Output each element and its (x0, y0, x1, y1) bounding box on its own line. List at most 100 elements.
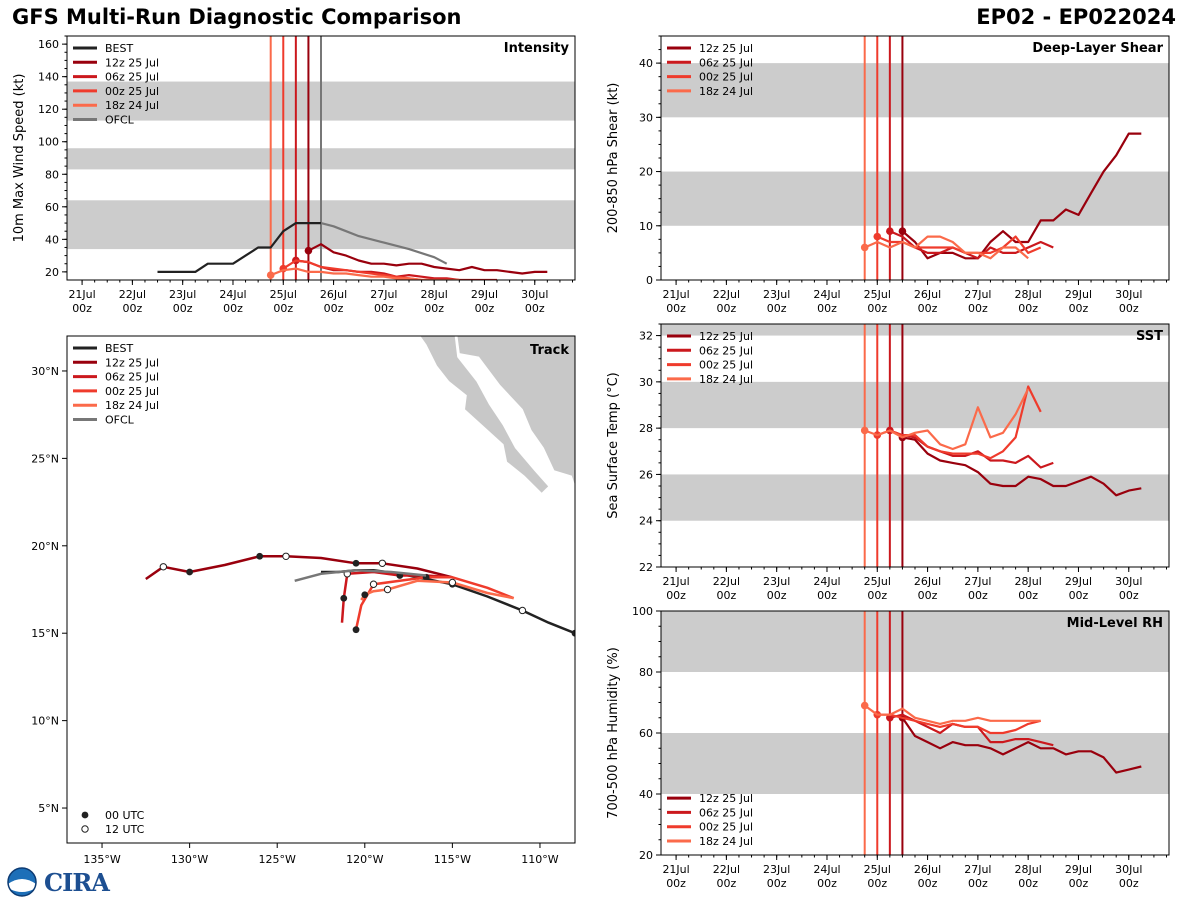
intensity-xtick-label: 00z (475, 302, 495, 315)
intensity-xtick-label: 22Jul (119, 288, 146, 301)
track-legend-label: 12z 25 Jul (105, 356, 159, 369)
track-marker-00utc (361, 591, 369, 599)
track-legend-label: OFCL (105, 414, 135, 427)
track-marker-12utc (282, 552, 290, 560)
track-legend-label: BEST (105, 342, 133, 355)
track-xtick-label: 125°W (259, 853, 296, 866)
sst-xtick-label: 00z (1069, 589, 1089, 602)
sst-ytick-label: 28 (639, 422, 653, 435)
shear-xtick-label: 00z (968, 302, 988, 315)
intensity-series-18z-24-Jul (270, 267, 460, 280)
shear-ytick-label: 20 (639, 166, 653, 179)
rh-legend-label: 18z 24 Jul (699, 835, 753, 848)
shear-xtick-label: 00z (767, 302, 787, 315)
track-marker-00utc (186, 568, 194, 576)
rh-xtick-label: 00z (817, 877, 837, 890)
intensity-xtick-label: 00z (324, 302, 344, 315)
rh-band (661, 733, 1169, 794)
sst-ytick-label: 32 (639, 330, 653, 343)
intensity-xtick-label: 00z (173, 302, 193, 315)
track-marker-00utc (340, 594, 348, 602)
track-title: Track (530, 343, 569, 358)
sst-ytick-label: 30 (639, 376, 653, 389)
intensity-legend-label: 12z 25 Jul (105, 56, 159, 69)
shear-init-point (873, 232, 882, 241)
sst-ytick-label: 24 (639, 515, 653, 528)
sst-xtick-label: 00z (918, 589, 938, 602)
sst-series-00z-25-Jul (876, 385, 1042, 460)
shear-xtick-label: 26Jul (914, 288, 941, 301)
intensity-xtick-label: 28Jul (421, 288, 448, 301)
intensity-xtick-label: 25Jul (270, 288, 297, 301)
shear-band (661, 63, 1169, 118)
legend-marker-00utc (81, 811, 89, 819)
track-marker-00utc (571, 629, 575, 637)
shear-ytick-label: 10 (639, 220, 653, 233)
intensity-legend-label: 00z 25 Jul (105, 85, 159, 98)
rh-xtick-label: 00z (968, 877, 988, 890)
shear-series-18z-24-Jul (864, 235, 1029, 260)
intensity-xtick-label: 00z (424, 302, 444, 315)
rh-xtick-label: 30Jul (1115, 863, 1142, 876)
intensity-legend-label: 18z 24 Jul (105, 99, 159, 112)
intensity-ytick-label: 80 (45, 168, 59, 181)
rh-legend-label: 12z 25 Jul (699, 792, 753, 805)
intensity-init-point (304, 246, 313, 255)
track-marker-12utc (378, 559, 387, 567)
track-legend-label: 06z 25 Jul (105, 371, 159, 384)
shear-xtick-label: 00z (867, 302, 887, 315)
intensity-legend-label: 06z 25 Jul (105, 71, 159, 84)
shear-ytick-label: 40 (639, 57, 653, 70)
intensity-xtick-label: 00z (223, 302, 243, 315)
shear-series-06z-25-Jul (889, 230, 1054, 260)
track-marker-legend-label: 00 UTC (105, 809, 145, 822)
shear-xtick-label: 00z (666, 302, 686, 315)
intensity-init-point (266, 271, 275, 279)
shear-xtick-label: 23Jul (763, 288, 790, 301)
rh-xtick-label: 00z (918, 877, 938, 890)
shear-xtick-label: 24Jul (813, 288, 840, 301)
land-mass (574, 492, 575, 502)
intensity-ytick-label: 100 (38, 136, 59, 149)
sst-xtick-label: 23Jul (763, 575, 790, 588)
intensity-xtick-label: 24Jul (219, 288, 246, 301)
rh-xtick-label: 25Jul (864, 863, 891, 876)
track-OFCL (294, 569, 427, 583)
shear-ylabel: 200-850 hPa Shear (kt) (606, 83, 621, 234)
track-marker-12utc (383, 585, 392, 594)
rh-ytick-label: 60 (639, 727, 653, 740)
figure-title: GFS Multi-Run Diagnostic Comparison (12, 5, 462, 29)
track-marker-00utc (352, 559, 360, 567)
sst-legend-label: 12z 25 Jul (699, 330, 753, 343)
intensity-xtick-label: 00z (374, 302, 394, 315)
track-xtick-label: 135°W (83, 853, 120, 866)
shear-xtick-label: 21Jul (662, 288, 689, 301)
sst-xtick-label: 26Jul (914, 575, 941, 588)
intensity-ytick-label: 20 (45, 266, 59, 279)
panel-track: 135°W 130°W 125°W 120°W 115°W 110°W 5°N 10°N 15°… (31, 335, 576, 866)
track-xtick-label: 120°W (346, 853, 383, 866)
track-ytick-label: 20°N (31, 540, 59, 553)
intensity-ytick-label: 120 (38, 103, 59, 116)
track-marker-00utc (256, 552, 264, 560)
intensity-ytick-label: 60 (45, 201, 59, 214)
intensity-legend-label: OFCL (105, 114, 135, 127)
shear-xtick-label: 00z (817, 302, 837, 315)
land-mass (456, 336, 575, 487)
sst-xtick-label: 30Jul (1115, 575, 1142, 588)
intensity-ytick-label: 40 (45, 233, 59, 246)
sst-xtick-label: 25Jul (864, 575, 891, 588)
sst-xtick-label: 00z (1018, 589, 1038, 602)
shear-xtick-label: 00z (1018, 302, 1038, 315)
intensity-xtick-label: 27Jul (370, 288, 397, 301)
shear-ytick-label: 30 (639, 111, 653, 124)
shear-xtick-label: 30Jul (1115, 288, 1142, 301)
sst-xtick-label: 00z (1119, 589, 1139, 602)
rh-legend-label: 00z 25 Jul (699, 821, 753, 834)
rh-xtick-label: 00z (1119, 877, 1139, 890)
sst-xtick-label: 00z (666, 589, 686, 602)
rh-ytick-label: 100 (632, 605, 653, 618)
track-marker-12utc (448, 578, 457, 587)
